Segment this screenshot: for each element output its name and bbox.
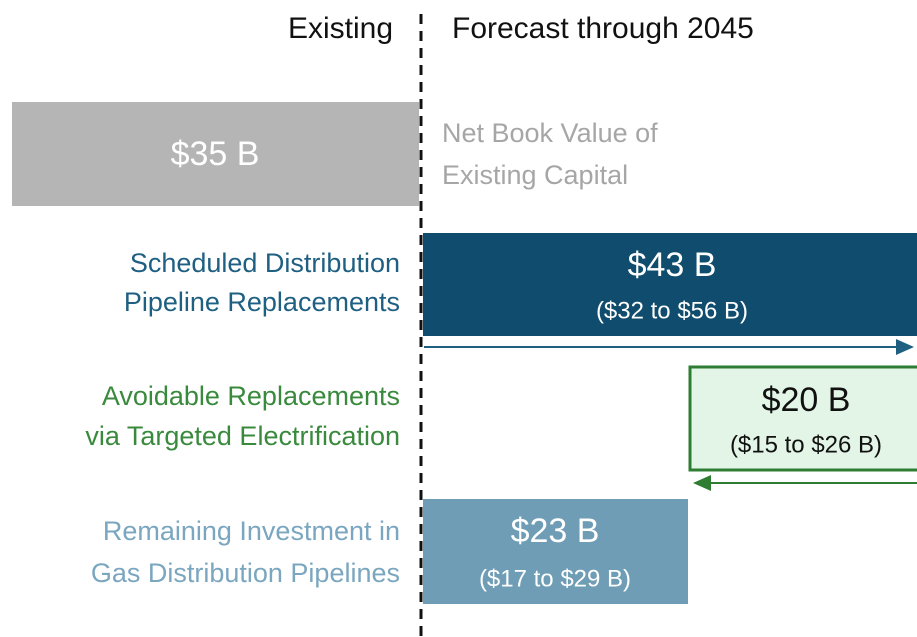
row-label: via Targeted Electrification [85, 421, 400, 451]
row-value: $43 B [628, 246, 717, 284]
scheduled-box [423, 233, 917, 336]
header-forecast: Forecast through 2045 [452, 12, 754, 45]
existing-value: $35 B [171, 135, 260, 173]
row-range: ($32 to $56 B) [596, 297, 748, 324]
row-label: Pipeline Replacements [124, 287, 400, 317]
existing-label: Net Book Value of [442, 118, 658, 148]
row-label: Remaining Investment in [103, 516, 400, 546]
remaining-box [423, 499, 688, 604]
row-range: ($17 to $29 B) [479, 565, 631, 592]
row-range: ($15 to $26 B) [730, 431, 882, 458]
avoidable-box [688, 365, 917, 472]
row-label: Avoidable Replacements [102, 381, 400, 411]
row-label: Gas Distribution Pipelines [91, 558, 400, 588]
row-value: $20 B [762, 381, 851, 419]
header-existing: Existing [288, 12, 393, 45]
existing-label: Existing Capital [442, 160, 628, 190]
existing-box [12, 102, 419, 206]
row-label: Scheduled Distribution [130, 248, 400, 278]
row-value: $23 B [511, 512, 600, 550]
